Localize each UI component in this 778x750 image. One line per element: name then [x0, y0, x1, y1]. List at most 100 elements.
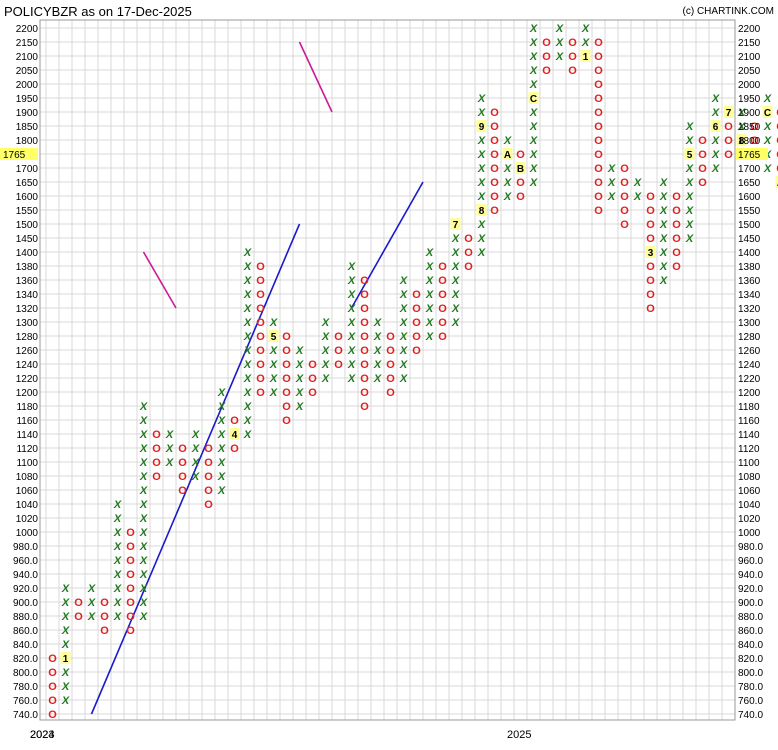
y-tick-label-left: 1020 [16, 514, 39, 525]
y-tick-label-left: 1280 [16, 332, 39, 343]
y-tick-label-right: 1300 [738, 318, 761, 329]
y-tick-label-left: 1850 [16, 122, 39, 133]
x-box: X [61, 597, 70, 609]
x-box: X [529, 51, 538, 63]
x-box: X [347, 345, 356, 357]
month-marker-bg [476, 204, 487, 216]
x-box: X [373, 317, 382, 329]
plot-frame [39, 19, 736, 721]
y-tick-label-right: 1160 [738, 416, 760, 427]
x-box: X [685, 233, 694, 245]
y-tick-label-right: 1100 [738, 458, 760, 469]
month-marker-bg [502, 148, 513, 160]
o-box: O [386, 373, 395, 385]
x-box: X [425, 303, 434, 315]
y-tick-label-right: 760.0 [738, 696, 763, 707]
o-box: O [360, 401, 369, 413]
x-box: X [321, 331, 330, 343]
x-box: X [347, 317, 356, 329]
o-box: O [542, 51, 551, 63]
x-box: X [659, 205, 668, 217]
month-marker: C [764, 108, 771, 119]
o-box: O [516, 191, 525, 203]
x-box: X [295, 373, 304, 385]
x-box: X [243, 415, 252, 427]
o-box: O [412, 317, 421, 329]
y-tick-label-right: 940.0 [738, 570, 763, 581]
o-box: O [74, 597, 83, 609]
x-box: X [399, 275, 408, 287]
o-box: O [178, 471, 187, 483]
y-tick-label-left: 1320 [16, 304, 39, 315]
o-box: O [308, 373, 317, 385]
x-box: X [61, 667, 70, 679]
y-tick-label-right: 1380 [738, 262, 761, 273]
y-tick-label-left: 1400 [16, 248, 39, 259]
o-box: O [594, 107, 603, 119]
x-box: X [477, 219, 486, 231]
x-box: X [529, 37, 538, 49]
x-box: X [347, 261, 356, 273]
x-box: X [451, 261, 460, 273]
y-tick-label-left: 1600 [16, 192, 39, 203]
x-box: X [113, 597, 122, 609]
x-year-label: 2024 [30, 729, 54, 741]
x-box: X [243, 359, 252, 371]
x-box: X [685, 135, 694, 147]
o-box: O [594, 149, 603, 161]
trendlines [90, 41, 424, 715]
y-tick-label-left: 1100 [16, 458, 38, 469]
y-tick-label-right: 1080 [738, 472, 761, 483]
o-box: O [672, 219, 681, 231]
x-box: X [529, 135, 538, 147]
y-tick-label-left: 780.0 [13, 682, 38, 693]
x-box: X [139, 597, 148, 609]
y-tick-label-right: 920.0 [738, 584, 763, 595]
x-box: X [243, 345, 252, 357]
x-box: X [191, 429, 200, 441]
x-box: X [581, 23, 590, 35]
o-box: O [412, 345, 421, 357]
o-box: O [360, 317, 369, 329]
x-box: X [295, 345, 304, 357]
o-box: O [646, 275, 655, 287]
x-box: X [139, 569, 148, 581]
chart-axes [39, 19, 736, 721]
o-box: O [256, 275, 265, 287]
x-box: X [711, 149, 720, 161]
o-box: O [74, 611, 83, 623]
x-box: X [399, 289, 408, 301]
x-box: X [477, 149, 486, 161]
x-box: X [217, 429, 226, 441]
y-tick-label-left: 1080 [16, 472, 39, 483]
y-tick-label-left: 1060 [16, 486, 39, 497]
o-box: O [750, 135, 759, 147]
x-box: X [399, 359, 408, 371]
x-box: X [633, 191, 642, 203]
y-tick-label-right: 1120 [738, 444, 760, 455]
o-box: O [178, 457, 187, 469]
o-box: O [594, 135, 603, 147]
x-box: X [61, 639, 70, 651]
x-box: X [165, 443, 174, 455]
x-box: X [61, 583, 70, 595]
y-tick-label-right: 1020 [738, 514, 761, 525]
x-box: X [347, 373, 356, 385]
x-box: X [477, 107, 486, 119]
y-tick-label-left: 1040 [16, 500, 39, 511]
o-box: O [490, 205, 499, 217]
o-box: O [100, 625, 109, 637]
y-tick-label-right: 1280 [738, 332, 761, 343]
y-tick-label-left: 1700 [16, 164, 39, 175]
y-tick-label-left: 1160 [16, 416, 38, 427]
y-tick-label-left: 2150 [16, 38, 39, 49]
o-box: O [464, 247, 473, 259]
x-box: X [139, 541, 148, 553]
month-marker: 5 [687, 150, 693, 161]
x-box: X [139, 513, 148, 525]
o-box: O [282, 415, 291, 427]
y-tick-label-right: 1340 [738, 290, 761, 301]
o-box: O [516, 149, 525, 161]
x-box: X [191, 471, 200, 483]
month-marker-bg [762, 106, 773, 118]
